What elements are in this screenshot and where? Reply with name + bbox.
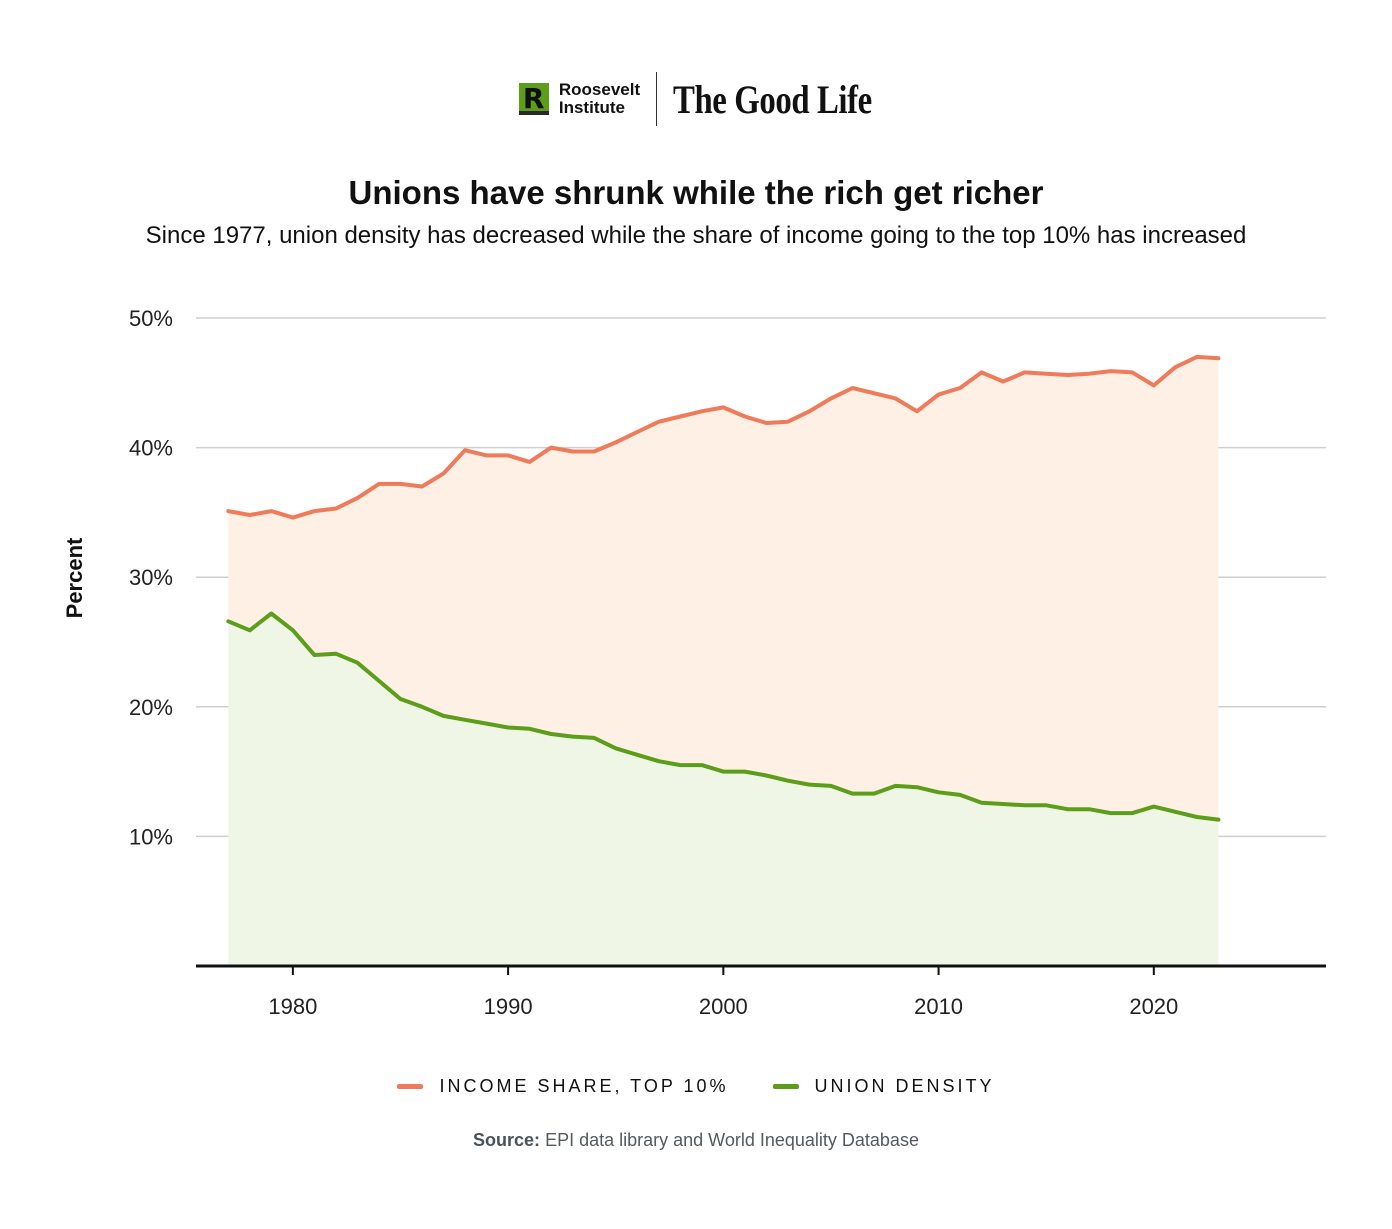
y-axis-label: Percent [62, 537, 87, 618]
legend-item-union-density: UNION DENSITY [772, 1076, 995, 1097]
series-lines [226, 354, 1221, 822]
legend-item-income-share: INCOME SHARE, TOP 10% [397, 1076, 728, 1097]
brand-line2: Institute [558, 98, 625, 117]
logo-divider [656, 72, 658, 126]
x-tick-label-2020: 2020 [1129, 994, 1178, 1019]
series-areas [228, 356, 1219, 966]
legend-label-income-share: INCOME SHARE, TOP 10% [439, 1076, 729, 1096]
legend-swatch-income-share [397, 1084, 424, 1089]
chart-plot: 10% 20% 30% 40% 50% 1980 1990 2000 2010 2020 Per… [62, 306, 1326, 1019]
line-income-share [226, 354, 1221, 520]
chart-title: Unions have shrunk while the rich get ri… [348, 174, 1044, 211]
source-text: EPI data library and World Inequality Da… [545, 1130, 919, 1150]
roosevelt-logo-icon: R [518, 83, 549, 115]
brand-line1: Roosevelt [558, 80, 641, 99]
area-income-share [228, 356, 1219, 820]
x-tick-label-1980: 1980 [268, 994, 317, 1019]
x-tick-label-2010: 2010 [914, 994, 963, 1019]
legend-swatch-union-density [772, 1084, 799, 1089]
y-tick-label-50: 50% [129, 306, 173, 331]
y-tick-label-20: 20% [129, 695, 173, 720]
legend: INCOME SHARE, TOP 10% UNION DENSITY [0, 1076, 1392, 1097]
y-tick-label-30: 30% [129, 565, 173, 590]
x-tick-label-1990: 1990 [484, 994, 533, 1019]
source-note: Source: EPI data library and World Inequ… [0, 1130, 1392, 1151]
chart-subtitle: Since 1977, union density has decreased … [145, 222, 1247, 249]
area-union-density [228, 613, 1219, 966]
line-union-density [226, 611, 1221, 822]
y-tick-label-10: 10% [129, 824, 173, 849]
x-tick-labels: 1980 1990 2000 2010 2020 [268, 966, 1178, 1019]
roosevelt-wordmark: Roosevelt Institute [559, 81, 640, 117]
x-tick-label-2000: 2000 [699, 994, 748, 1019]
legend-label-union-density: UNION DENSITY [814, 1076, 995, 1096]
logo-bar: R Roosevelt Institute The Good Life [0, 72, 1392, 126]
y-tick-label-40: 40% [129, 436, 173, 461]
source-label: Source: [473, 1130, 541, 1150]
y-tick-labels: 10% 20% 30% 40% 50% [129, 306, 173, 849]
